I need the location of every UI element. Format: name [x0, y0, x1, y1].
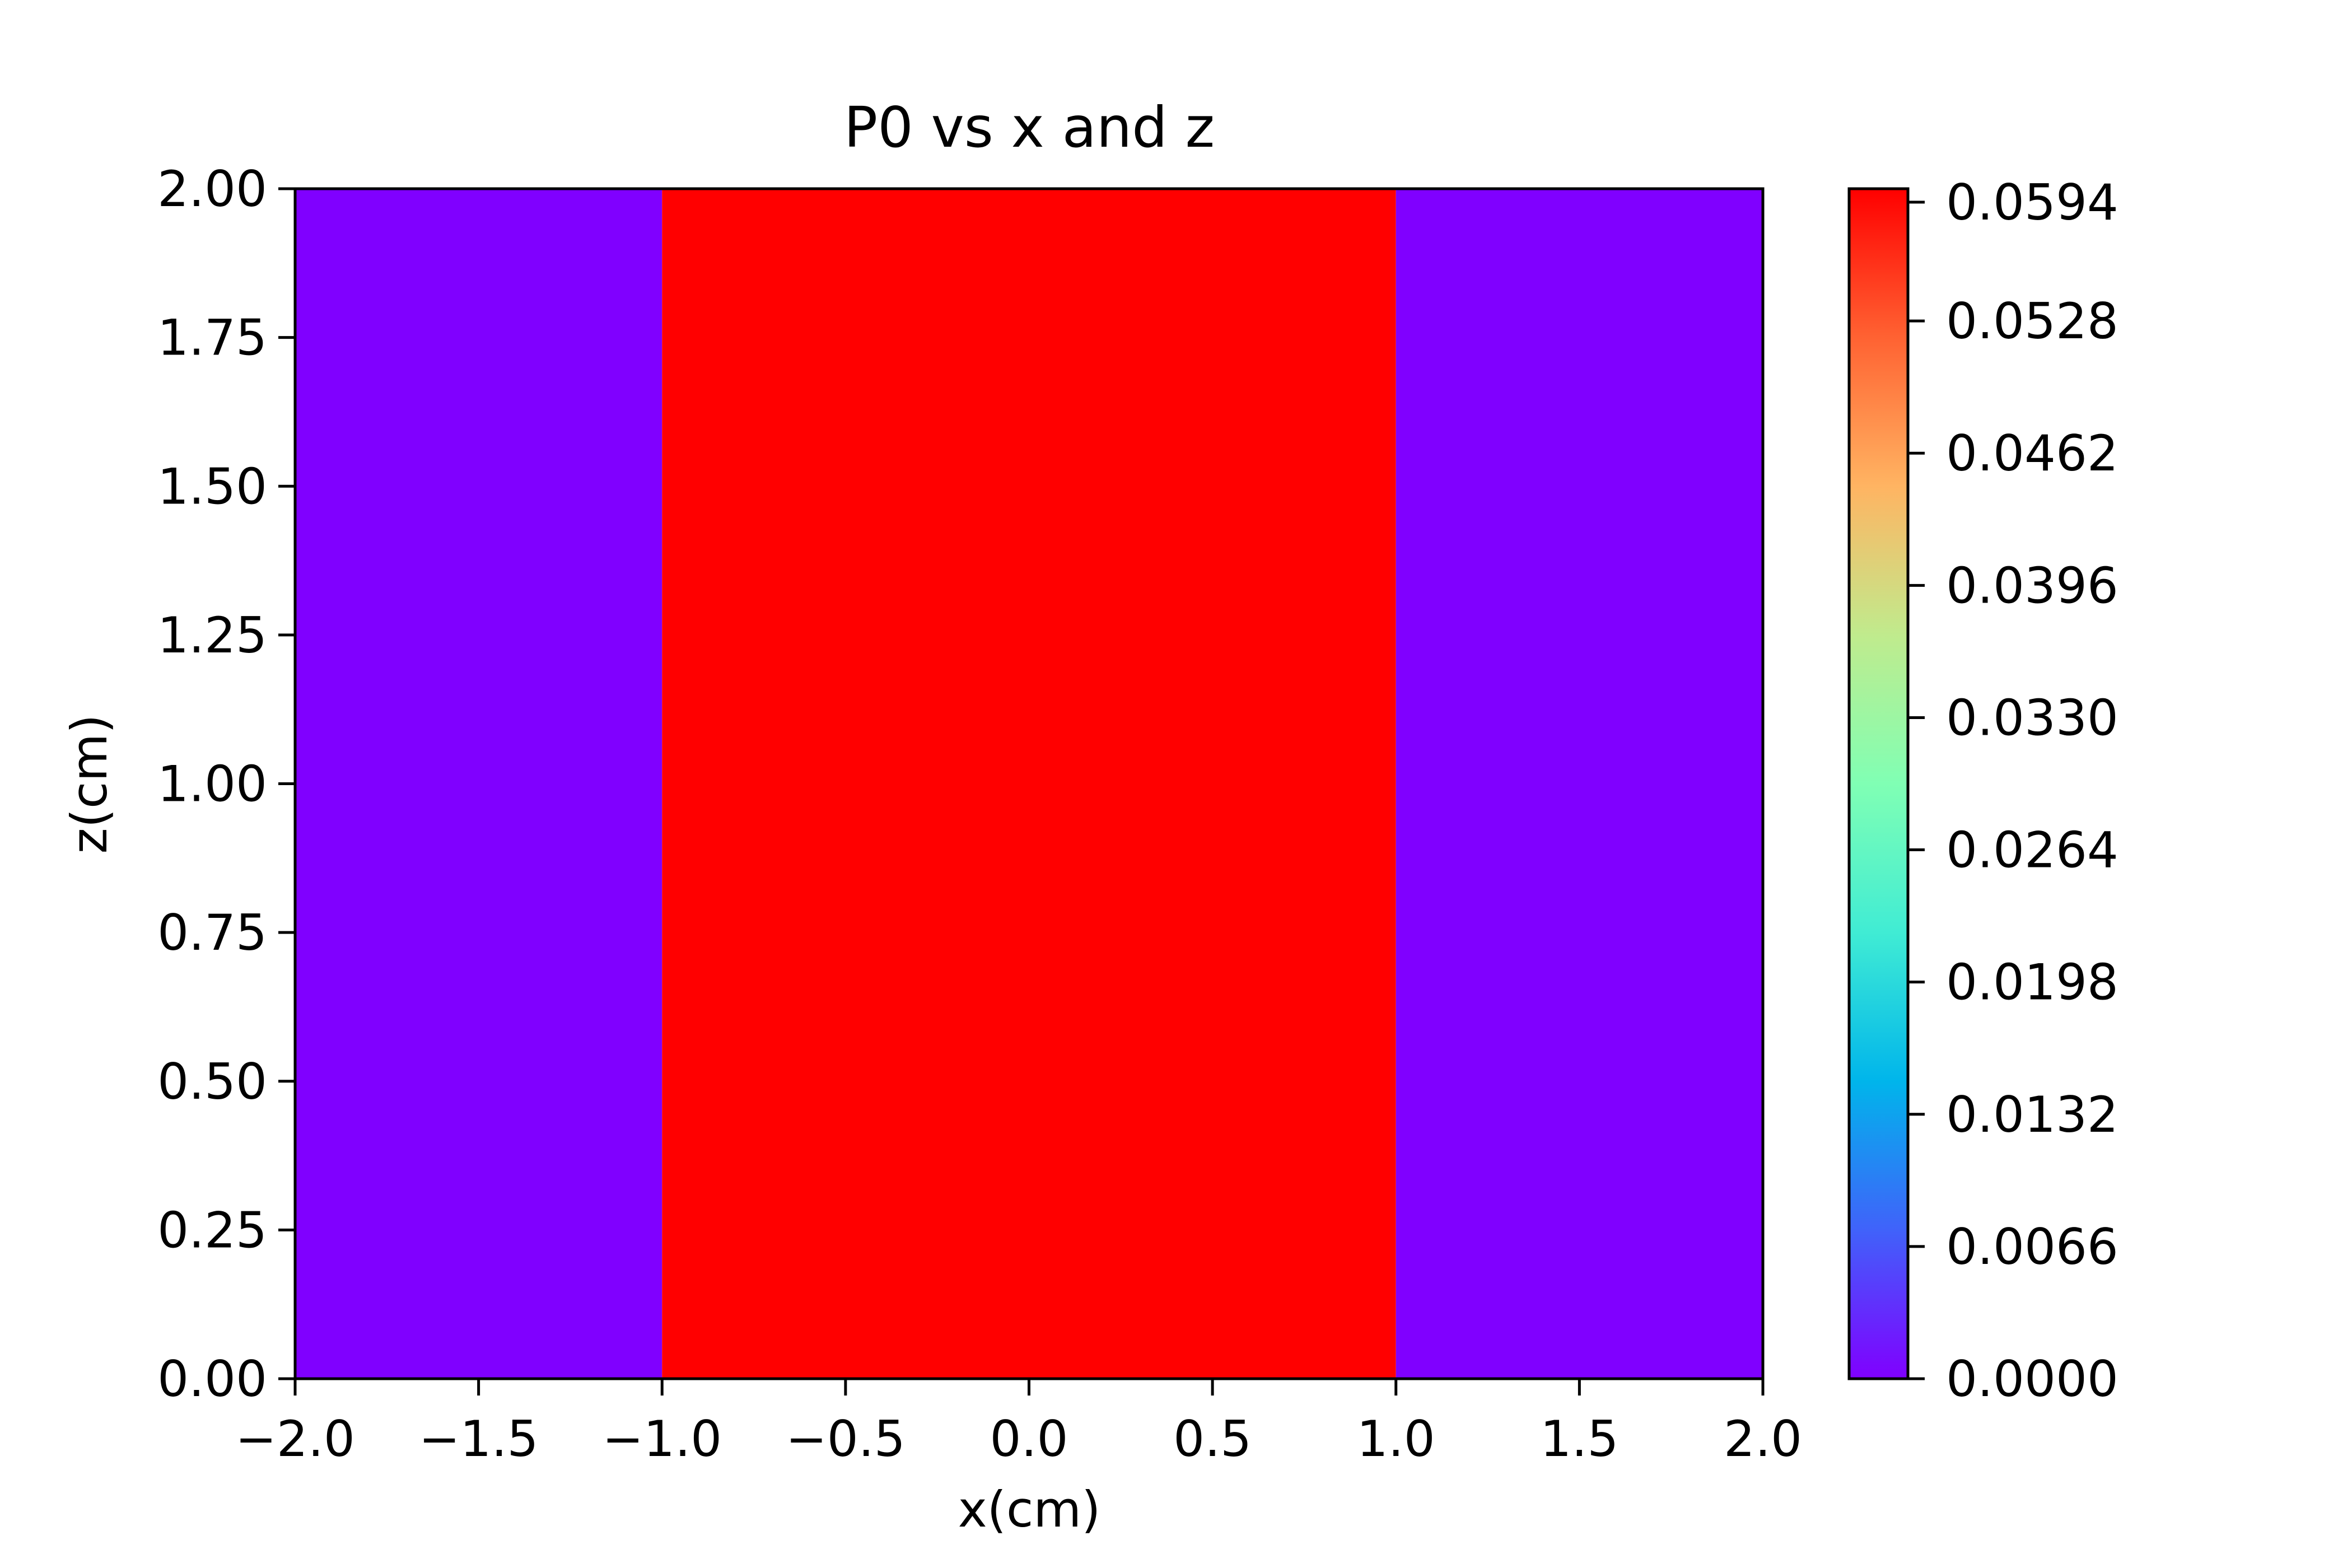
heatmap-region-0 [295, 189, 662, 1379]
colorbar-tick-label: 0.0594 [1946, 174, 2118, 231]
x-axis-label: x(cm) [958, 1481, 1101, 1538]
x-tick-label: −0.5 [786, 1410, 906, 1468]
x-tick-label: 0.5 [1173, 1410, 1252, 1468]
x-tick-label: 1.0 [1357, 1410, 1435, 1468]
x-tick-label: −1.0 [602, 1410, 722, 1468]
y-tick-label: 1.00 [157, 755, 267, 813]
y-tick-label: 1.75 [157, 309, 267, 367]
colorbar-tick-label: 0.0462 [1946, 424, 2118, 482]
y-axis-label: z(cm) [60, 715, 118, 854]
colorbar-tick-label: 0.0000 [1946, 1350, 2118, 1408]
colorbar-tick-label: 0.0264 [1946, 822, 2118, 879]
colorbar-tick-label: 0.0132 [1946, 1086, 2118, 1144]
x-tick-label: 2.0 [1724, 1410, 1802, 1468]
x-tick-label: 0.0 [990, 1410, 1068, 1468]
heatmap-regions [295, 189, 1763, 1379]
x-tick-label: −1.5 [419, 1410, 539, 1468]
colorbar-tick-label: 0.0198 [1946, 954, 2118, 1011]
y-tick-label: 0.25 [157, 1201, 267, 1259]
chart-title: P0 vs x and z [844, 95, 1215, 160]
heatmap-region-2 [1396, 189, 1763, 1379]
y-tick-label: 0.75 [157, 904, 267, 962]
colorbar-tick-label: 0.0066 [1946, 1218, 2118, 1276]
y-tick-label: 1.50 [157, 458, 267, 515]
colorbar-frame [1847, 187, 1910, 1380]
x-axis-ticks: −2.0 −1.5 −1.0 −0.5 0.0 0.5 1.0 1.5 2.0 [235, 1379, 1802, 1468]
colorbar-tick-label: 0.0396 [1946, 557, 2118, 614]
colorbar-tick-label: 0.0528 [1946, 292, 2118, 350]
colorbar-tick-label: 0.0330 [1946, 689, 2118, 746]
y-tick-label: 2.00 [157, 160, 267, 218]
y-tick-label: 0.50 [157, 1053, 267, 1110]
heatmap-region-1 [662, 189, 1396, 1379]
x-tick-label: 1.5 [1540, 1410, 1618, 1468]
colorbar-ticks: 0.0000 0.0066 0.0132 0.0198 0.0264 0.0330 0.03… [1908, 174, 2118, 1408]
y-tick-label: 0.00 [157, 1350, 267, 1408]
colorbar [1849, 189, 1908, 1379]
x-tick-label: −2.0 [235, 1410, 355, 1468]
y-tick-label: 1.25 [157, 606, 267, 664]
y-axis-ticks: 0.00 0.25 0.50 0.75 1.00 1.25 1.50 1.75 2.00 [157, 160, 295, 1408]
